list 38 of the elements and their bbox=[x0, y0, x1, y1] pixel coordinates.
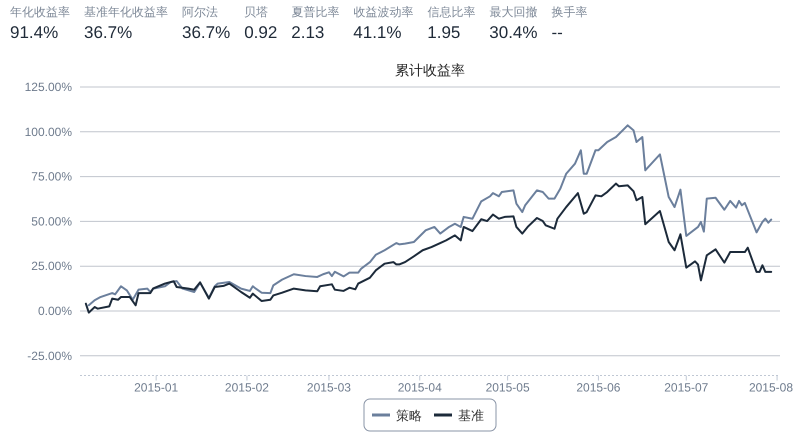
text: 36.7% bbox=[84, 23, 134, 43]
y-tick-label: 50.00% bbox=[31, 214, 72, 228]
x-tick-label: 2015-08 bbox=[748, 380, 794, 395]
y-tick-label: 100.00% bbox=[24, 124, 72, 139]
y-tick-label: 0.00% bbox=[38, 304, 72, 318]
y-tick-label: 25.00% bbox=[31, 259, 72, 274]
chart-title: 累计收益率 bbox=[395, 62, 465, 78]
x-tick-label: 2015-07 bbox=[664, 380, 709, 395]
text: 41.1% bbox=[353, 23, 402, 43]
text: 1.95 bbox=[427, 23, 462, 43]
text: 30.4% bbox=[489, 23, 538, 43]
text: 36.7% bbox=[182, 23, 230, 43]
text: 信息比率 bbox=[427, 4, 476, 21]
text: 91.4% bbox=[10, 23, 60, 43]
y-tick-label: -25.00% bbox=[27, 348, 72, 363]
y-tick-label: 75.00% bbox=[31, 170, 72, 184]
text: 基准年化收益率 bbox=[84, 4, 168, 21]
text: 2.13 bbox=[291, 23, 326, 43]
line-series bbox=[88, 124, 772, 306]
x-tick-label: 2015-03 bbox=[306, 380, 352, 395]
text: 夏普比率 bbox=[291, 4, 340, 21]
text: 0.92 bbox=[244, 23, 278, 43]
text: 年化收益率 bbox=[10, 4, 70, 21]
legend-label: 策略 bbox=[396, 408, 422, 423]
line-series bbox=[84, 182, 772, 314]
text: 最大回撤 bbox=[489, 4, 538, 21]
legend-label: 基准 bbox=[458, 408, 484, 423]
x-tick-label: 2015-01 bbox=[134, 380, 178, 395]
x-tick-label: 2015-02 bbox=[224, 380, 270, 395]
x-tick-label: 2015-05 bbox=[486, 380, 530, 395]
text: 收益波动率 bbox=[353, 4, 414, 21]
text: -- bbox=[552, 23, 564, 43]
y-tick-label: 125.00% bbox=[24, 80, 72, 94]
text: 阿尔法 bbox=[182, 4, 219, 21]
x-tick-label: 2015-04 bbox=[398, 380, 442, 395]
text: 贝塔 bbox=[244, 4, 270, 21]
x-tick-label: 2015-06 bbox=[576, 380, 621, 395]
text: 换手率 bbox=[552, 4, 588, 21]
